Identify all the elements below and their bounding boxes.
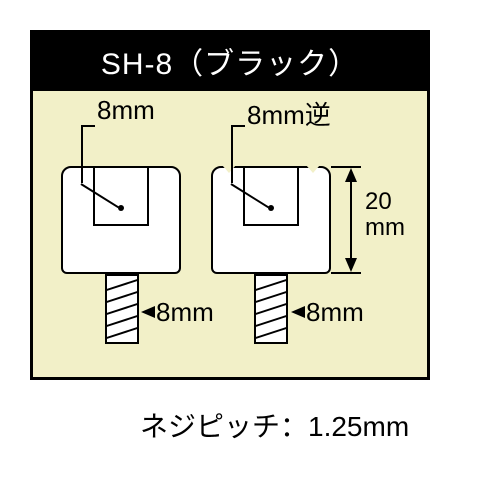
pointer-top-right-v	[231, 125, 233, 183]
header-title: SH-8（ブラック）	[101, 48, 359, 81]
label-top-left: 8mm	[97, 95, 155, 126]
footer-pitch: ネジピッチ：1.25mm	[140, 405, 409, 445]
bolt-right-notch-left	[222, 165, 236, 173]
label-shaft-right: 8mm	[306, 297, 364, 328]
label-shaft-left: 8mm	[156, 297, 214, 328]
label-top-right: 8mm逆	[247, 95, 331, 132]
pointer-top-left-h	[81, 125, 95, 127]
dim-height-arrow-down	[345, 258, 357, 272]
diagram-frame: SH-8（ブラック） 8mm 8m	[30, 30, 430, 380]
dim-height-line	[350, 171, 352, 269]
bolt-right-shaft	[254, 274, 288, 344]
pointer-top-right-h	[231, 125, 245, 127]
label-height: 20 mm	[365, 189, 405, 242]
pointer-top-left-v	[81, 125, 83, 183]
drawing-area: 8mm 8mm逆 20 mm 8mm 8mm	[33, 91, 427, 386]
arrow-shaft-right	[291, 306, 305, 318]
label-height-text: 20 mm	[365, 188, 405, 241]
arrow-shaft-left	[141, 306, 155, 318]
header-bar: SH-8（ブラック）	[33, 33, 427, 91]
bolt-right-notch-right	[306, 165, 320, 173]
dim-height-ext-bot	[331, 272, 361, 274]
bolt-left-shaft	[105, 274, 139, 344]
dim-height-arrow-up	[345, 168, 357, 182]
